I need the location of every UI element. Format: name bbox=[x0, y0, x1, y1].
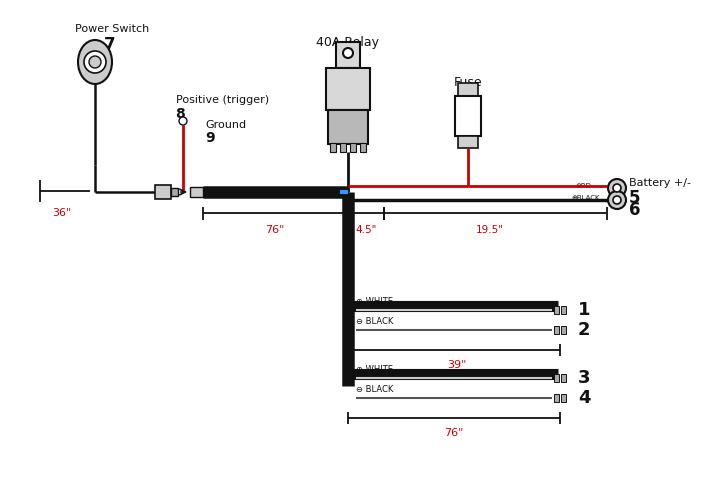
Text: Positive (trigger): Positive (trigger) bbox=[176, 95, 269, 105]
Bar bbox=[350, 143, 356, 152]
Text: ⊕ WHITE: ⊕ WHITE bbox=[356, 297, 393, 306]
Text: 5: 5 bbox=[629, 189, 641, 207]
Bar bbox=[340, 143, 346, 152]
Text: 1: 1 bbox=[578, 301, 590, 319]
Text: Power Switch: Power Switch bbox=[75, 24, 149, 34]
Circle shape bbox=[89, 56, 101, 68]
Circle shape bbox=[343, 48, 353, 58]
Text: 40A Relay: 40A Relay bbox=[317, 36, 379, 49]
Bar bbox=[336, 42, 360, 68]
Circle shape bbox=[613, 196, 621, 204]
Text: ⊕BLACK: ⊕BLACK bbox=[571, 195, 600, 201]
Bar bbox=[561, 394, 566, 402]
Bar bbox=[554, 394, 559, 402]
Text: Fuse: Fuse bbox=[454, 76, 482, 89]
Bar bbox=[458, 83, 478, 96]
Text: 7: 7 bbox=[104, 36, 116, 54]
Text: 39": 39" bbox=[447, 360, 466, 370]
Bar bbox=[561, 326, 566, 334]
Bar bbox=[458, 136, 478, 148]
Text: 19.5": 19.5" bbox=[476, 225, 504, 235]
Bar bbox=[360, 143, 366, 152]
Text: 3: 3 bbox=[578, 369, 590, 387]
Bar bbox=[554, 306, 559, 314]
Text: 8: 8 bbox=[175, 107, 185, 121]
Text: 76": 76" bbox=[444, 428, 464, 438]
Text: 6: 6 bbox=[629, 201, 641, 219]
Ellipse shape bbox=[78, 40, 112, 84]
Text: Battery +/-: Battery +/- bbox=[629, 178, 691, 188]
Circle shape bbox=[84, 51, 106, 73]
Text: 4: 4 bbox=[578, 389, 590, 407]
Bar bbox=[190, 187, 203, 197]
Bar bbox=[171, 188, 178, 196]
Text: ⊖ BLACK: ⊖ BLACK bbox=[356, 385, 393, 394]
Text: 4.5": 4.5" bbox=[355, 225, 377, 235]
Bar bbox=[455, 96, 481, 136]
Bar bbox=[328, 110, 368, 144]
Text: 30A: 30A bbox=[456, 115, 480, 125]
Text: ⊖ BLACK: ⊖ BLACK bbox=[356, 317, 393, 326]
Text: 2: 2 bbox=[578, 321, 590, 339]
Bar bbox=[326, 68, 370, 110]
Circle shape bbox=[608, 191, 626, 209]
Text: 36": 36" bbox=[53, 208, 71, 218]
Text: ⊕RD: ⊕RD bbox=[575, 183, 591, 189]
Circle shape bbox=[179, 117, 187, 125]
Bar bbox=[561, 374, 566, 382]
Text: Ground: Ground bbox=[205, 120, 246, 130]
Text: 9: 9 bbox=[205, 131, 215, 145]
Circle shape bbox=[613, 184, 621, 192]
Bar bbox=[330, 143, 336, 152]
Bar bbox=[554, 374, 559, 382]
Text: ⊕ WHITE: ⊕ WHITE bbox=[356, 365, 393, 374]
Bar bbox=[155, 185, 171, 199]
Text: 76": 76" bbox=[265, 225, 284, 235]
Bar bbox=[554, 326, 559, 334]
Bar bbox=[561, 306, 566, 314]
Circle shape bbox=[608, 179, 626, 197]
